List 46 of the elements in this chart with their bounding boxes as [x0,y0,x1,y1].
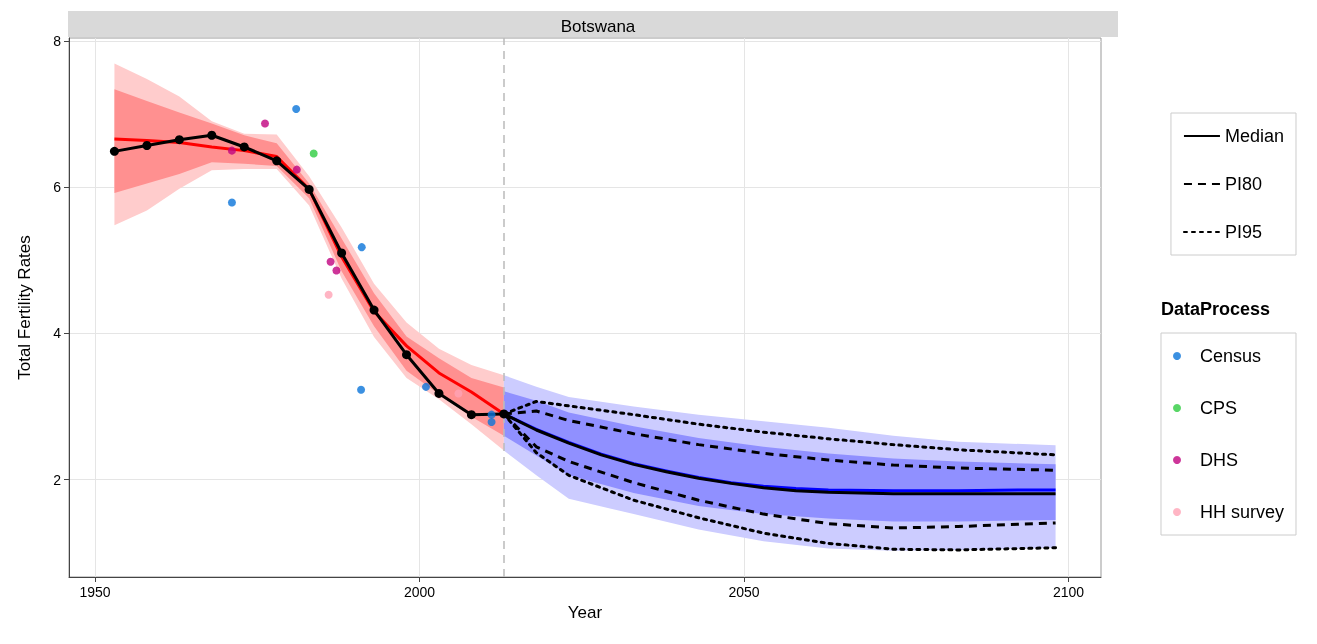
point [369,305,379,315]
point [434,388,444,398]
point [272,156,282,166]
point [174,135,184,145]
point [402,350,412,360]
point [292,165,301,174]
y-tick-label: 2 [53,471,62,488]
point [326,257,335,266]
point [142,141,152,150]
point [357,243,366,252]
point [454,389,463,398]
point [207,130,217,140]
y-tick-label: 6 [53,179,62,196]
legend-label: HH survey [1199,502,1284,522]
point [309,149,318,158]
point [324,290,333,299]
point [466,410,476,420]
legend-label: Median [1224,126,1285,146]
legend-title: DataProcess [1160,299,1271,319]
x-tick-label: 2000 [403,584,436,600]
x-tick-label: 1950 [79,584,111,600]
x-tick-label: 2100 [1052,584,1085,600]
legend-label: PI95 [1224,222,1262,242]
point [421,382,430,391]
point [304,184,314,194]
point [337,248,347,258]
point [332,266,341,275]
legend-label: CPS [1199,398,1237,418]
point [109,146,119,156]
point [261,119,270,128]
point [357,385,366,394]
x-axis-title: Year [567,602,603,622]
y-axis-title: Total Fertility Rates [15,235,34,380]
point [239,142,249,152]
point [227,198,236,207]
point [487,410,496,419]
x-tick-label: 2050 [728,584,760,600]
legend-label: DHS [1199,450,1238,470]
legend-label: Census [1199,346,1262,366]
y-tick-label: 4 [53,325,62,342]
point [292,104,301,113]
y-tick-label: 8 [53,32,62,49]
point [227,146,236,155]
legend-label: PI80 [1224,174,1262,194]
point [487,417,496,426]
chart-title: Botswana [560,17,636,36]
